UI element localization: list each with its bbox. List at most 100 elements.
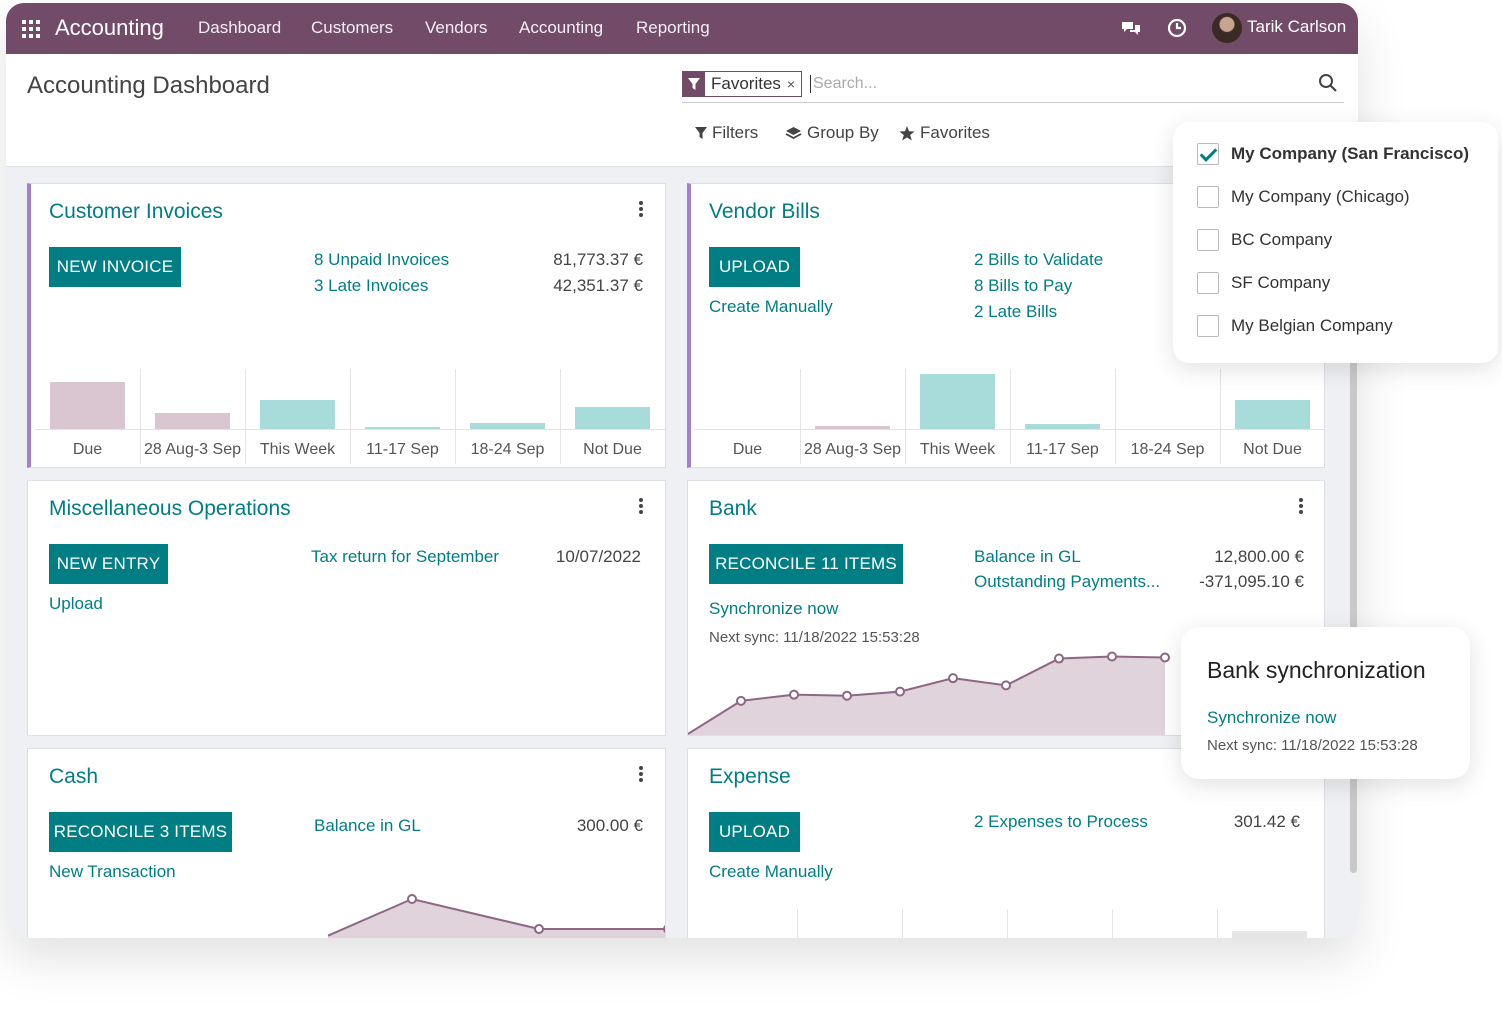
chart-point[interactable] [534,924,544,934]
unpaid-amount: 81,773.37 € [553,250,643,269]
chart-bar[interactable] [49,382,126,429]
company-option[interactable]: My Company (San Francisco) [1197,143,1469,165]
chart-gridline [1010,369,1011,464]
chart-point[interactable] [663,925,666,933]
late-bills-link[interactable]: 2 Late Bills [974,302,1058,321]
clock-icon[interactable] [1166,17,1188,39]
bank-balance-chart [688,651,1170,735]
chart-bar[interactable] [574,407,651,429]
company-option[interactable]: BC Company [1197,229,1332,251]
new-transaction-link[interactable]: New Transaction [49,862,176,881]
app-name[interactable]: Accounting [55,15,164,40]
expenses-to-process-link[interactable]: 2 Expenses to Process [974,812,1148,831]
menu-customers[interactable]: Customers [311,18,394,37]
chart-bar[interactable] [814,426,891,429]
chart-baseline [695,429,1324,430]
chart-bar[interactable] [1234,400,1311,429]
cash-balance-amount: 300.00 € [576,816,643,835]
tax-return-link[interactable]: Tax return for September [311,547,500,566]
search-input[interactable]: Search... [810,75,877,93]
upload-button[interactable]: UPLOAD [709,812,800,852]
top-navbar: Accounting Dashboard Customers Vendors A… [6,3,1358,54]
filters-button[interactable]: Filters [695,123,758,143]
reconcile-items-button[interactable]: RECONCILE 11 ITEMS [709,544,903,584]
search-bar[interactable]: Favorites × Search... [682,71,1344,103]
chart-point[interactable] [1107,651,1117,662]
chart-bar[interactable] [154,413,231,429]
menu-reporting[interactable]: Reporting [636,18,710,37]
new-invoice-button[interactable]: NEW INVOICE [49,247,181,287]
reconcile-items-button[interactable]: RECONCILE 3 ITEMS [49,812,232,852]
chart-point[interactable] [407,894,417,904]
card-title[interactable]: Expense [709,765,791,788]
chart-bar[interactable] [469,423,546,429]
card-title[interactable]: Vendor Bills [709,200,820,223]
card-title[interactable]: Cash [49,765,99,788]
company-option[interactable]: My Company (Chicago) [1197,186,1410,208]
chart-tick-label: Not Due [1243,441,1302,458]
chart-bar[interactable] [1231,931,1308,938]
chat-icon[interactable] [1120,17,1142,39]
scrollbar[interactable] [1350,353,1357,873]
checkbox[interactable] [1197,272,1219,294]
checkbox[interactable] [1197,229,1219,251]
chart-gridline [1217,909,1218,938]
chart-point[interactable] [1001,680,1011,691]
layers-icon [785,126,802,139]
chart-point[interactable] [842,690,852,701]
apps-grid-icon[interactable] [22,20,40,38]
chart-point[interactable] [736,695,746,706]
card-title[interactable]: Miscellaneous Operations [49,497,291,520]
chart-point[interactable] [789,689,799,700]
chart-tick-label: 18-24 Sep [1130,441,1205,458]
bills-to-pay-link[interactable]: 8 Bills to Pay [974,276,1073,295]
chart-bar[interactable] [919,374,996,429]
menu-accounting[interactable]: Accounting [519,18,604,37]
user-avatar[interactable] [1212,13,1242,43]
checkbox[interactable] [1197,186,1219,208]
kebab-menu-icon[interactable] [1299,498,1303,516]
chart-point[interactable] [1054,653,1064,664]
kebab-menu-icon[interactable] [639,201,643,219]
outstanding-payments-link[interactable]: Outstanding Payments... [974,572,1161,591]
create-manually-link[interactable]: Create Manually [709,862,833,881]
late-invoices-link[interactable]: 3 Late Invoices [314,276,429,295]
checkbox[interactable] [1197,315,1219,337]
unpaid-invoices-link[interactable]: 8 Unpaid Invoices [314,250,450,269]
create-manually-link[interactable]: Create Manually [709,297,833,316]
chart-bar[interactable] [259,400,336,429]
search-facet[interactable]: Favorites × [682,71,803,97]
upload-button[interactable]: UPLOAD [709,247,800,287]
menu-vendors[interactable]: Vendors [425,18,488,37]
kebab-menu-icon[interactable] [639,498,643,516]
next-sync-text: Next sync: 11/18/2022 15:53:28 [1207,737,1418,754]
search-icon[interactable] [1318,73,1338,93]
checkbox-checked[interactable] [1197,143,1219,165]
synchronize-now-link[interactable]: Synchronize now [1207,708,1337,727]
balance-in-gl-link[interactable]: Balance in GL [314,816,421,835]
bills-to-validate-link[interactable]: 2 Bills to Validate [974,250,1104,269]
new-entry-button[interactable]: NEW ENTRY [49,544,168,584]
company-option[interactable]: My Belgian Company [1197,315,1393,337]
star-icon [899,125,915,140]
favorites-button[interactable]: Favorites [899,123,990,143]
user-name[interactable]: Tarik Carlson [1247,17,1347,36]
company-option[interactable]: SF Company [1197,272,1330,294]
group-by-button[interactable]: Group By [785,123,879,143]
kebab-menu-icon[interactable] [639,766,643,784]
chart-point[interactable] [895,686,905,697]
chart-bar[interactable] [1024,424,1101,429]
synchronize-now-link[interactable]: Synchronize now [709,599,839,618]
card-title[interactable]: Customer Invoices [49,200,223,223]
menu-dashboard[interactable]: Dashboard [198,18,282,37]
balance-in-gl-link[interactable]: Balance in GL [974,547,1081,566]
expense-amount: 301.42 € [1233,812,1300,831]
chart-point[interactable] [948,673,958,684]
card-title[interactable]: Bank [709,497,757,520]
upload-link[interactable]: Upload [49,594,103,613]
cash-card: Cash RECONCILE 3 ITEMS New Transaction B… [27,748,666,938]
facet-remove-icon[interactable]: × [786,76,796,92]
chart-point[interactable] [1160,652,1170,663]
chart-bar[interactable] [364,427,441,429]
expense-card: Expense UPLOAD Create Manually 2 Expense… [687,748,1325,938]
